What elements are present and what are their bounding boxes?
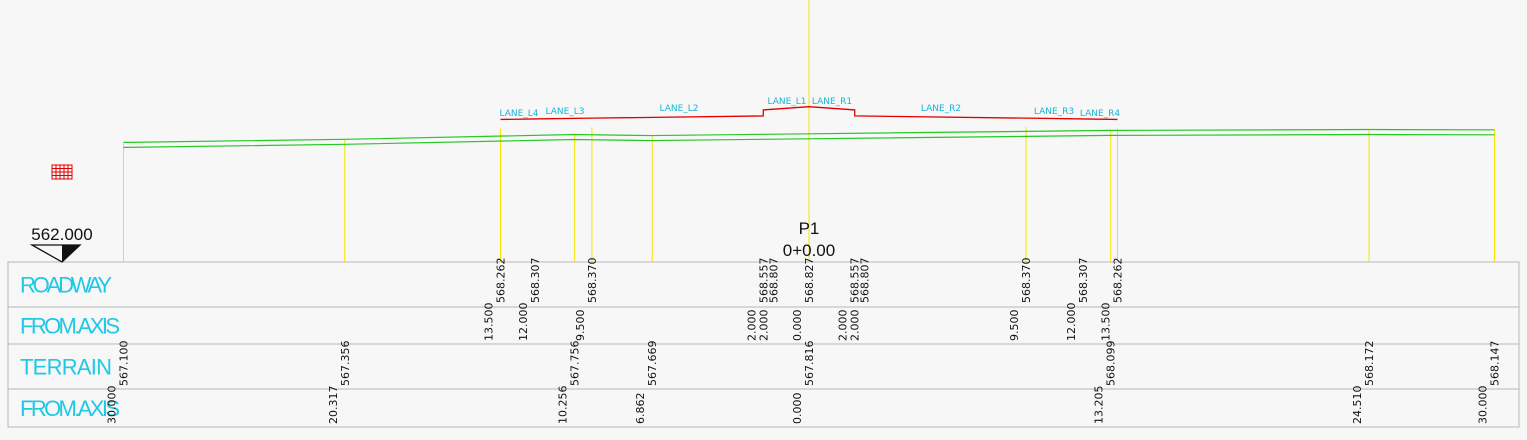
station-chainage: 0+0.00: [783, 241, 835, 260]
band-row-label: FROM.AXIS: [20, 396, 120, 421]
terrain-line: [123, 128, 1495, 143]
datum-elevation-label: 562.000: [31, 225, 92, 244]
lane-label: LANE_L4: [499, 109, 538, 119]
roadway-profile: [500, 106, 1118, 121]
terrain-offset: 6.862: [634, 393, 647, 425]
roadway-line: [500, 106, 1118, 121]
data-band-table: ROADWAY FROM.AXIS TERRAIN FROM.AXIS: [7, 261, 1520, 428]
lane-label: LANE_R3: [1034, 107, 1074, 117]
band-row-label: TERRAIN: [20, 355, 112, 380]
roadway-offset: 12.000: [1065, 303, 1078, 342]
terrain-elevation: 567.100: [118, 341, 131, 387]
roadway-offset: 2.000: [745, 310, 758, 342]
terrain-elevation: 567.816: [803, 341, 816, 387]
lane-label: LANE_R4: [1080, 109, 1121, 119]
terrain-offset: 24.510: [1351, 386, 1364, 425]
terrain-elevation: 568.099: [1105, 341, 1118, 387]
annotations: 562.000 P1 0+0.00: [29, 164, 835, 263]
roadway-offset-alt: 2.000: [757, 310, 770, 342]
terrain-offset: 10.256: [557, 386, 570, 425]
roadway-elevation: 568.557: [757, 258, 770, 304]
roadway-elevation: 568.307: [529, 258, 542, 304]
lane-label: LANE_L2: [659, 104, 698, 114]
roadway-offset: 2.000: [837, 310, 850, 342]
terrain-elevation: 567.756: [569, 341, 582, 387]
roadway-offset: 9.500: [574, 310, 587, 342]
roadway-offset: 13.500: [1099, 303, 1112, 342]
terrain-offset: 30.000: [106, 386, 119, 425]
roadway-elevation: 568.370: [586, 258, 599, 304]
roadway-elevation: 568.827: [803, 258, 816, 304]
roadway-offset: 9.500: [1008, 310, 1021, 342]
roadway-offset: 12.000: [517, 303, 530, 342]
band-row-label: FROM.AXIS: [20, 314, 120, 339]
roadway-offset: 0.000: [791, 310, 804, 342]
terrain-profile: [123, 128, 1495, 148]
terrain-elevation: 568.172: [1363, 341, 1376, 387]
terrain-elevation: 567.669: [646, 341, 659, 387]
roadway-offset: 13.500: [483, 303, 496, 342]
terrain-offset: 30.000: [1477, 386, 1490, 425]
terrain-elevation: 568.147: [1489, 341, 1502, 387]
roadway-offset-alt: 2.000: [849, 310, 862, 342]
lane-label: LANE_R2: [921, 104, 961, 114]
roadway-elevation: 568.370: [1020, 258, 1033, 304]
band-values: 568.26213.500568.30712.000568.3709.50056…: [106, 258, 1502, 425]
terrain-line: [123, 133, 1495, 148]
lane-label: LANE_R1: [812, 97, 852, 107]
triangle-down-fill: [62, 245, 80, 262]
lane-labels: LANE_L4 LANE_L3 LANE_L2 LANE_L1 LANE_R1 LANE_…: [499, 97, 1120, 119]
station-name: P1: [799, 219, 820, 238]
vertical-reference-lines: [123, 0, 1495, 262]
roadway-elevation: 568.262: [495, 258, 508, 304]
terrain-offset: 0.000: [791, 393, 804, 425]
roadway-elevation-alt: 568.807: [859, 258, 872, 304]
terrain-offset: 13.205: [1093, 386, 1106, 425]
roadway-elevation-alt: 568.807: [767, 258, 780, 304]
terrain-elevation: 567.356: [339, 341, 352, 387]
band-row-label: ROADWAY: [20, 273, 112, 298]
roadway-elevation: 568.557: [849, 258, 862, 304]
roadway-elevation: 568.262: [1111, 258, 1124, 304]
lane-label: LANE_L1: [767, 97, 806, 107]
terrain-offset: 20.317: [327, 386, 340, 425]
roadway-elevation: 568.307: [1077, 258, 1090, 304]
lane-label: LANE_L3: [545, 107, 584, 117]
